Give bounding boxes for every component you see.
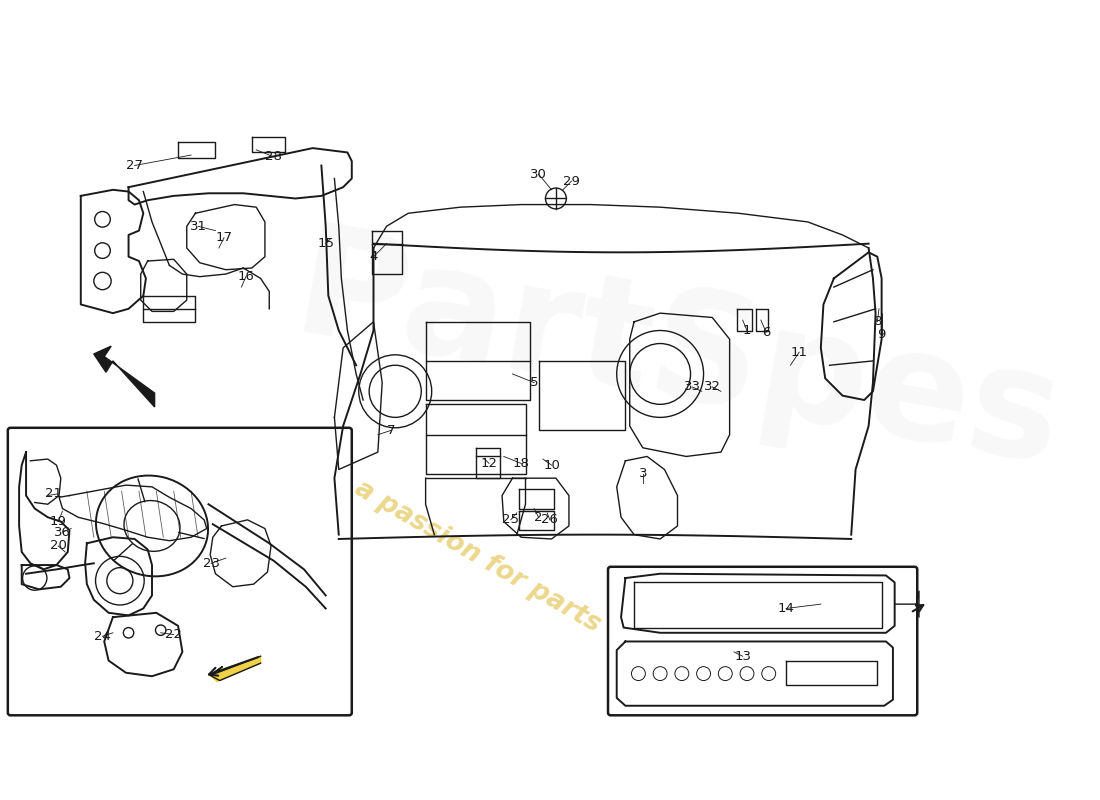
Text: 12: 12 [481, 457, 497, 470]
Text: 24: 24 [95, 630, 111, 642]
Text: 7: 7 [386, 424, 395, 437]
Text: 8: 8 [873, 315, 881, 328]
Text: 36: 36 [54, 526, 72, 538]
Text: a passion for parts: a passion for parts [350, 475, 605, 638]
Text: 32: 32 [704, 381, 720, 394]
Text: 33: 33 [684, 381, 701, 394]
Text: 23: 23 [202, 557, 220, 570]
Text: 31: 31 [189, 220, 207, 233]
Text: 19: 19 [50, 515, 67, 528]
Text: 10: 10 [543, 458, 560, 472]
Text: 3: 3 [638, 467, 647, 480]
Text: PartSpes: PartSpes [284, 216, 1071, 497]
Text: 26: 26 [541, 514, 559, 526]
Text: 11: 11 [791, 346, 807, 358]
Text: 1: 1 [742, 324, 751, 337]
Text: 27: 27 [126, 159, 143, 172]
Text: 16: 16 [238, 270, 254, 283]
Text: 5: 5 [530, 376, 538, 389]
Text: 2: 2 [535, 510, 542, 524]
Text: 17: 17 [216, 231, 232, 244]
Text: 13: 13 [734, 650, 751, 662]
Text: 14: 14 [778, 602, 794, 615]
Text: 20: 20 [50, 539, 67, 553]
Text: 28: 28 [265, 150, 282, 163]
Text: 9: 9 [878, 328, 886, 342]
Text: 21: 21 [45, 487, 63, 500]
Text: 29: 29 [563, 174, 580, 188]
Polygon shape [210, 656, 261, 682]
Text: 4: 4 [370, 250, 377, 263]
Text: 25: 25 [503, 514, 519, 526]
Polygon shape [94, 346, 155, 407]
Text: 6: 6 [762, 326, 770, 338]
Text: 22: 22 [165, 628, 183, 641]
Text: 18: 18 [513, 457, 529, 470]
Text: 30: 30 [530, 168, 547, 181]
Text: 15: 15 [317, 237, 334, 250]
